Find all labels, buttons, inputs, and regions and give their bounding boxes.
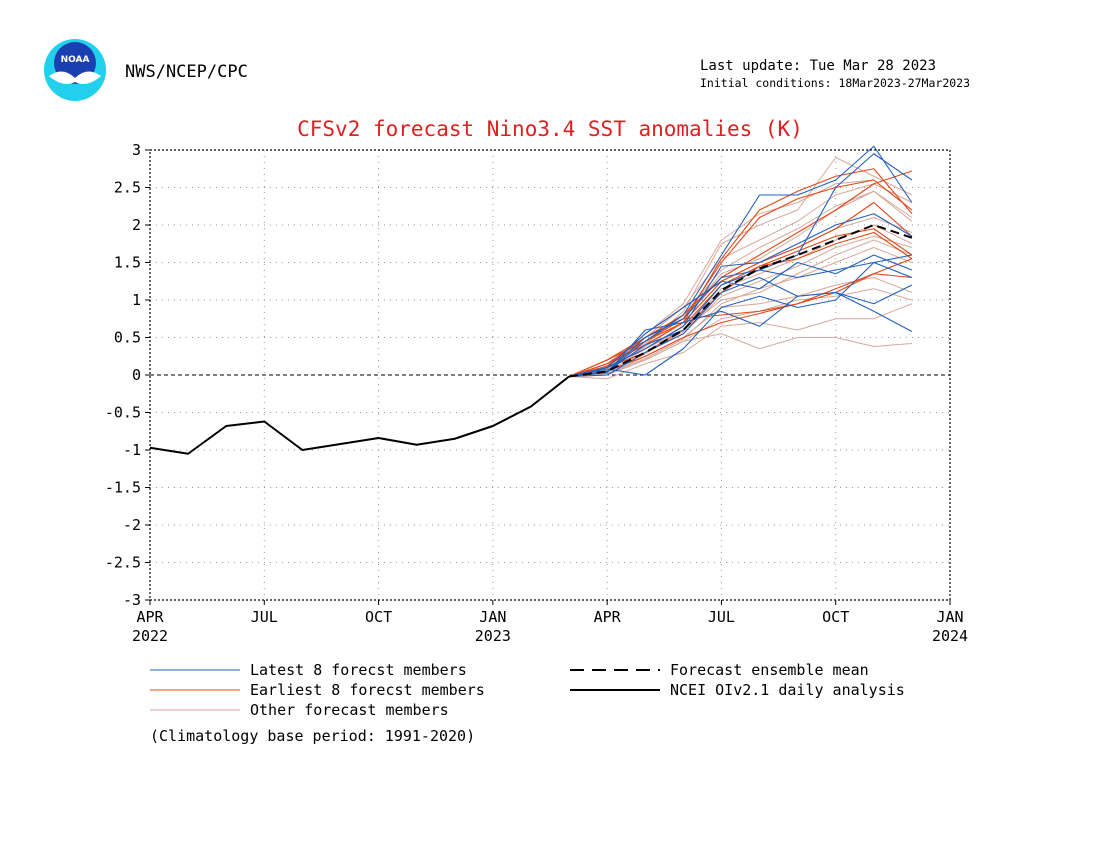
- legend-label-earliest: Earliest 8 forecst members: [250, 681, 485, 699]
- y-tick-label: 1: [132, 291, 141, 309]
- legend-label-latest: Latest 8 forecst members: [250, 661, 467, 679]
- agency-label: NWS/NCEP/CPC: [125, 62, 248, 82]
- y-tick-label: 2.5: [114, 179, 141, 197]
- x-tick-year-label: 2024: [932, 627, 968, 645]
- climatology-footnote: (Climatology base period: 1991-2020): [150, 727, 475, 745]
- latest-member-line: [568, 145, 913, 378]
- plot-frame: [149, 149, 951, 601]
- y-tick-label: -2.5: [105, 554, 141, 572]
- x-tick-label: JAN: [936, 608, 963, 626]
- y-tick-label: -3: [123, 591, 141, 609]
- x-tick-label: JUL: [251, 608, 278, 626]
- y-tick-label: 1.5: [114, 254, 141, 272]
- latest-member-line: [568, 213, 913, 378]
- legend-label-other: Other forecast members: [250, 701, 449, 719]
- earliest-member-line: [568, 168, 913, 378]
- other-member-line: [568, 179, 913, 377]
- other-member-line: [568, 190, 913, 377]
- other-member-line: [569, 247, 913, 377]
- x-tick-year-label: 2022: [132, 627, 168, 645]
- latest-member-line: [568, 254, 913, 378]
- noaa-logo: NOAA: [44, 39, 106, 101]
- other-member-line: [568, 183, 913, 377]
- y-tick-label: 3: [132, 141, 141, 159]
- y-tick-label: 0: [132, 366, 141, 384]
- other-member-line: [569, 303, 913, 380]
- x-tick-label: OCT: [365, 608, 392, 626]
- chart-title: CFSv2 forecast Nino3.4 SST anomalies (K): [297, 117, 803, 141]
- logo-gull-shape: [49, 71, 101, 84]
- latest-member-line: [568, 261, 913, 378]
- earliest-member-line: [568, 201, 913, 378]
- y-tick-label: -0.5: [105, 404, 141, 422]
- x-tick-year-label: 2023: [475, 627, 511, 645]
- other-member-line: [569, 333, 912, 377]
- y-tick-label: -1.5: [105, 479, 141, 497]
- x-tick-label: JAN: [479, 608, 506, 626]
- y-tick-label: 0.5: [114, 329, 141, 347]
- ensemble-mean-line: [568, 224, 913, 378]
- other-member-line: [568, 190, 913, 377]
- logo-text: NOAA: [61, 55, 90, 65]
- x-tick-label: OCT: [822, 608, 849, 626]
- latest-member-line: [569, 276, 913, 378]
- observed-analysis-line: [149, 375, 570, 455]
- x-tick-label: APR: [136, 608, 164, 626]
- legend-label-mean: Forecast ensemble mean: [670, 661, 869, 679]
- y-tick-label: 2: [132, 216, 141, 234]
- latest-member-line: [568, 284, 913, 378]
- last-update-label: Last update: Tue Mar 28 2023: [700, 58, 937, 74]
- x-tick-label: JUL: [708, 608, 735, 626]
- legend-label-analysis: NCEI OIv2.1 daily analysis: [670, 681, 905, 699]
- initial-conditions-label: Initial conditions: 18Mar2023-27Mar2023: [700, 76, 971, 90]
- x-tick-label: APR: [594, 608, 622, 626]
- y-tick-label: -2: [123, 516, 141, 534]
- y-tick-label: -1: [123, 441, 141, 459]
